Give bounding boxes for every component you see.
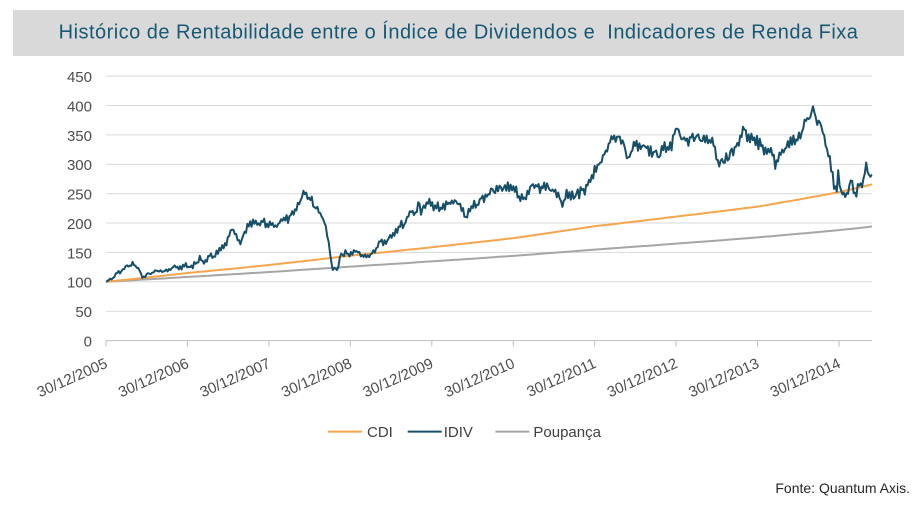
svg-text:30/12/2008: 30/12/2008: [279, 355, 355, 401]
svg-text:CDI: CDI: [367, 424, 393, 441]
svg-text:30/12/2009: 30/12/2009: [360, 355, 436, 401]
svg-text:100: 100: [67, 275, 92, 292]
svg-text:300: 300: [67, 157, 92, 174]
svg-text:350: 350: [67, 128, 92, 145]
svg-text:30/12/2013: 30/12/2013: [686, 355, 762, 401]
svg-text:30/12/2014: 30/12/2014: [768, 355, 844, 401]
svg-text:400: 400: [67, 98, 92, 115]
svg-text:450: 450: [67, 69, 92, 86]
svg-text:30/12/2005: 30/12/2005: [35, 355, 111, 401]
svg-text:30/12/2011: 30/12/2011: [524, 355, 598, 401]
svg-text:250: 250: [67, 187, 92, 204]
svg-text:50: 50: [75, 304, 92, 321]
svg-text:30/12/2012: 30/12/2012: [605, 355, 681, 401]
svg-text:30/12/2006: 30/12/2006: [116, 355, 192, 401]
svg-text:200: 200: [67, 216, 92, 233]
svg-text:30/12/2007: 30/12/2007: [198, 355, 274, 401]
svg-text:Poupança: Poupança: [533, 424, 601, 441]
svg-text:150: 150: [67, 245, 92, 262]
svg-text:30/12/2010: 30/12/2010: [442, 355, 518, 401]
svg-text:IDIV: IDIV: [444, 424, 473, 441]
svg-text:0: 0: [84, 334, 92, 351]
